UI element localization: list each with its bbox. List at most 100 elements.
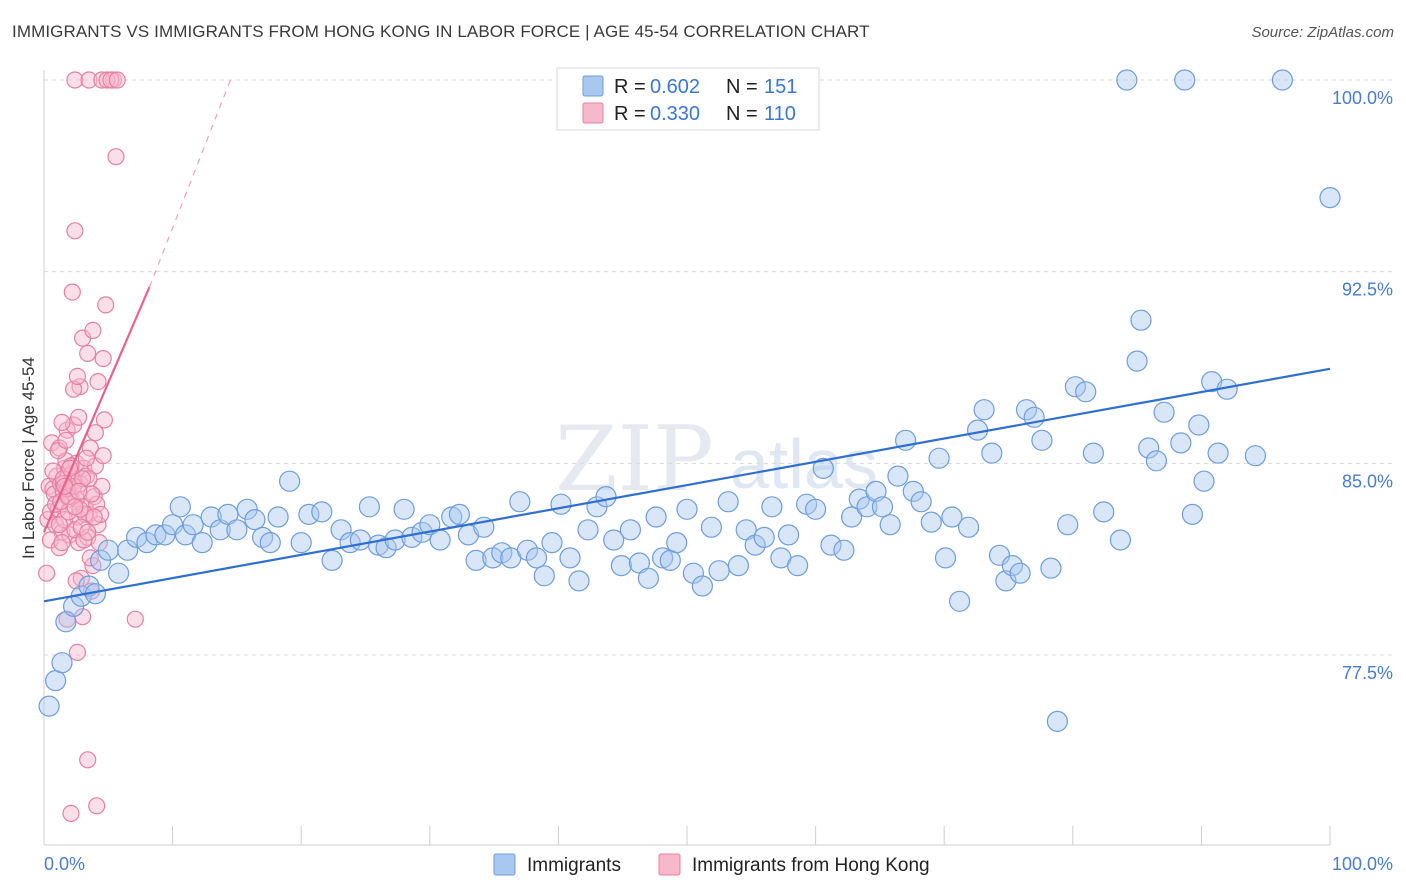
immigrants-point-100 [887,465,909,487]
legend-swatch-immigrants [582,75,604,97]
immigrants-point-59 [541,531,563,554]
immigrants-point-3 [55,611,77,633]
immigrants-point-76 [682,562,705,584]
immigrants-point-73 [659,549,681,572]
immigrants-point-90 [804,498,827,520]
y-axis-label: In Labor Force | Age 45-54 [19,357,38,559]
bottom-legend-immigrants: Immigrants [527,855,621,876]
immigrants-point-122 [1057,514,1079,536]
immigrants-point-37 [349,529,371,551]
y-tick-labels: 77.5% 85.0% 92.5% 100.0% [1332,88,1393,683]
immigrants-point-40 [375,537,397,559]
immigrants-point-80 [717,491,739,513]
immigrants-point-127 [1109,529,1132,551]
hong-kong-point-73 [63,283,81,301]
hong-kong-point-101 [62,804,80,823]
immigrants-point-74 [666,531,688,554]
immigrants-point-93 [833,539,855,561]
immigrants-point-48 [448,503,470,526]
chart-title: IMMIGRANTS VS IMMIGRANTS FROM HONG KONG … [12,22,870,41]
hong-kong-point-79 [94,350,112,368]
immigrants-point-133 [1170,432,1192,454]
hong-kong-point-88 [102,71,120,89]
immigrants-point-138 [1207,442,1229,464]
immigrants-point-46 [429,529,451,551]
legend-r-label-1: R = [614,76,646,98]
immigrants-point-38 [358,496,380,518]
hong-kong-point-107 [53,533,71,552]
immigrants-point-105 [928,447,950,469]
hong-kong-point-89 [108,71,126,89]
y-tick-label-100: 100.0% [1332,88,1393,108]
immigrants-point-131 [1145,450,1168,472]
immigrants-point-94 [840,506,863,528]
y-tick-label-85: 85.0% [1342,471,1393,491]
legend-swatch-hong-kong [582,102,604,124]
x-axis-min-label: 0.0% [44,854,85,874]
immigrants-point-65 [595,486,617,508]
immigrants-point-104 [920,511,942,533]
bottom-legend-hong-kong: Immigrants from Hong Kong [692,855,930,876]
immigrants-point-60 [550,493,572,515]
immigrants-point-140 [1244,445,1267,467]
legend-box: R = 0.602 N = 151 R = 0.330 N = 110 [556,67,820,131]
immigrants-point-61 [559,547,581,569]
x-axis-max-label: 100.0% [1332,854,1393,874]
immigrants-point-110 [966,419,989,441]
hong-kong-point-95 [79,523,97,541]
y-tick-label-77.5: 77.5% [1342,663,1393,683]
immigrants-point-79 [708,560,730,582]
hong-kong-point-109 [70,482,88,500]
immigrants-point-81 [727,554,750,577]
immigrants-point-63 [577,519,599,541]
immigrants-point-20 [191,531,213,554]
trend-line-hong-kong [42,286,151,533]
series-immigrants [38,69,1341,733]
immigrants-point-130 [1138,437,1160,459]
immigrants-point-22 [209,519,231,541]
immigrants-point-55 [509,491,531,513]
y-tick-label-92.5: 92.5% [1342,280,1393,300]
hong-kong-point-72 [53,413,71,431]
immigrants-point-70 [637,567,660,589]
immigrants-point-98 [871,496,894,518]
immigrants-point-92 [820,534,842,556]
immigrants-point-124 [1075,381,1097,403]
immigrants-point-119 [1031,429,1053,451]
immigrants-point-14 [145,524,167,546]
immigrants-point-132 [1153,401,1175,423]
immigrants-point-0 [38,695,60,717]
immigrants-point-88 [786,554,809,577]
immigrants-point-75 [676,498,698,520]
immigrants-point-42 [393,498,415,520]
immigrants-point-107 [941,506,963,528]
immigrants-point-1 [44,669,67,692]
immigrants-point-50 [465,549,487,572]
hong-kong-point-80 [97,296,115,314]
immigrants-point-66 [603,529,625,551]
immigrants-point-143 [1271,69,1294,91]
immigrants-point-135 [1188,414,1210,436]
hong-kong-point-66 [57,431,75,449]
hong-kong-point-83 [66,71,84,89]
immigrants-point-77 [691,575,714,597]
hong-kong-point-102 [88,797,106,815]
immigrants-point-144 [1319,187,1341,209]
hong-kong-point-64 [85,508,103,526]
trend-line-immigrants [43,367,1331,603]
immigrants-point-67 [610,554,633,577]
legend-r-label-2: R = [614,103,646,125]
immigrants-point-13 [136,531,158,554]
immigrants-point-136 [1193,470,1215,492]
bottom-legend: Immigrants Immigrants from Hong Kong [493,853,930,876]
immigrants-point-116 [1009,562,1031,584]
immigrants-point-33 [311,501,333,523]
hong-kong-point-39 [88,495,106,513]
immigrants-point-112 [981,442,1003,464]
immigrants-point-72 [651,547,674,569]
hong-kong-point-70 [77,449,96,467]
immigrants-point-108 [948,590,971,612]
immigrants-point-68 [619,519,642,541]
axes [43,70,1331,846]
